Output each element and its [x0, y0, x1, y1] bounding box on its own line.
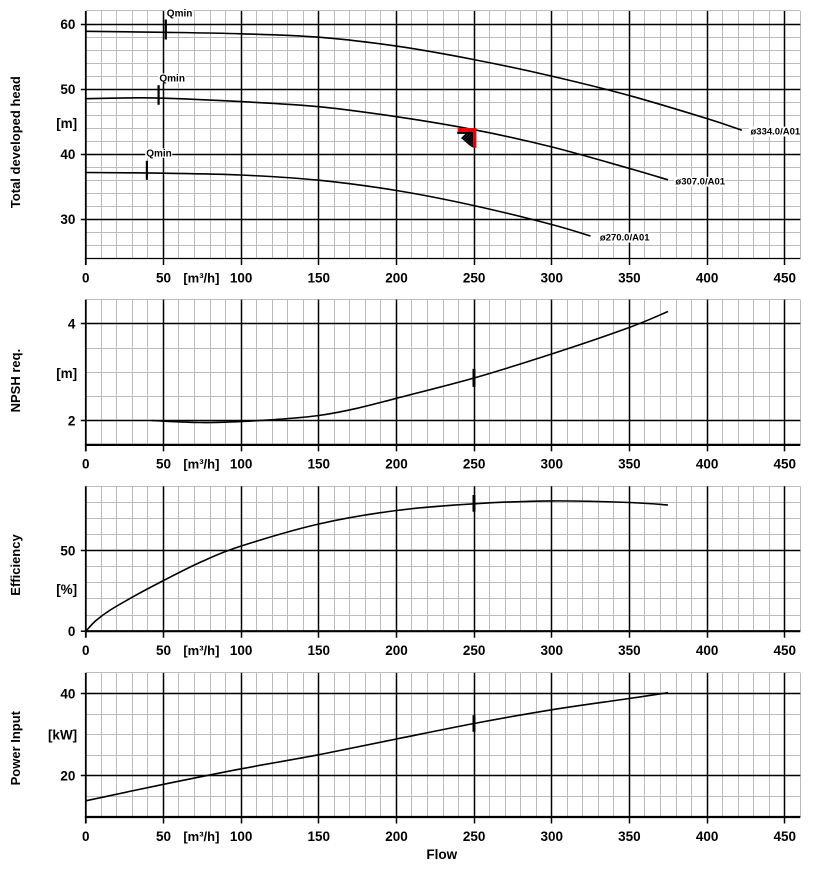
svg-text:[m³/h]: [m³/h] [183, 829, 219, 844]
svg-text:30: 30 [60, 212, 75, 227]
svg-text:350: 350 [618, 829, 641, 844]
svg-text:ø307.0/A01: ø307.0/A01 [675, 177, 725, 188]
svg-text:50: 50 [156, 457, 171, 472]
svg-text:60: 60 [60, 17, 75, 32]
svg-text:0: 0 [82, 457, 90, 472]
svg-text:300: 300 [541, 270, 564, 285]
svg-text:Flow: Flow [426, 847, 457, 862]
svg-text:150: 150 [308, 829, 331, 844]
svg-text:400: 400 [696, 643, 719, 658]
svg-text:[m³/h]: [m³/h] [183, 643, 219, 658]
svg-text:100: 100 [230, 829, 253, 844]
svg-text:0: 0 [82, 643, 90, 658]
svg-text:200: 200 [385, 457, 408, 472]
svg-text:350: 350 [618, 270, 641, 285]
svg-text:50: 50 [60, 544, 75, 559]
svg-text:300: 300 [541, 457, 564, 472]
svg-text:150: 150 [308, 270, 331, 285]
svg-text:Power Input: Power Input [8, 710, 23, 785]
svg-text:250: 250 [463, 457, 486, 472]
svg-text:450: 450 [774, 270, 797, 285]
svg-text:[m³/h]: [m³/h] [183, 457, 219, 472]
svg-text:ø334.0/A01: ø334.0/A01 [751, 127, 801, 138]
svg-text:Total developed head: Total developed head [8, 76, 23, 208]
svg-text:350: 350 [618, 457, 641, 472]
svg-text:150: 150 [308, 643, 331, 658]
svg-text:200: 200 [385, 643, 408, 658]
svg-text:[kW]: [kW] [48, 728, 77, 743]
svg-text:40: 40 [60, 686, 75, 701]
svg-text:400: 400 [696, 457, 719, 472]
svg-text:250: 250 [463, 643, 486, 658]
svg-text:50: 50 [60, 82, 75, 97]
svg-text:4: 4 [68, 317, 76, 332]
svg-text:Qmin: Qmin [146, 149, 172, 160]
svg-text:Qmin: Qmin [167, 9, 193, 20]
svg-text:100: 100 [230, 270, 253, 285]
svg-text:40: 40 [60, 147, 75, 162]
svg-text:2: 2 [68, 414, 76, 429]
svg-text:20: 20 [60, 769, 75, 784]
svg-text:50: 50 [156, 643, 171, 658]
svg-text:50: 50 [156, 829, 171, 844]
svg-text:250: 250 [463, 270, 486, 285]
svg-text:Qmin: Qmin [159, 74, 185, 85]
svg-text:0: 0 [82, 829, 90, 844]
svg-text:200: 200 [385, 270, 408, 285]
svg-text:ø270.0/A01: ø270.0/A01 [600, 233, 650, 244]
svg-text:400: 400 [696, 829, 719, 844]
svg-text:150: 150 [308, 457, 331, 472]
svg-text:100: 100 [230, 457, 253, 472]
svg-text:450: 450 [774, 457, 797, 472]
svg-text:100: 100 [230, 643, 253, 658]
svg-text:NPSH req.: NPSH req. [8, 349, 23, 413]
svg-text:[%]: [%] [56, 582, 77, 597]
svg-text:[m]: [m] [56, 116, 77, 131]
svg-text:[m³/h]: [m³/h] [183, 270, 219, 285]
svg-text:300: 300 [541, 829, 564, 844]
svg-text:0: 0 [68, 624, 76, 639]
svg-text:450: 450 [774, 829, 797, 844]
svg-text:Efficiency: Efficiency [8, 534, 23, 596]
svg-text:250: 250 [463, 829, 486, 844]
svg-text:400: 400 [696, 270, 719, 285]
svg-text:0: 0 [82, 270, 90, 285]
svg-text:450: 450 [774, 643, 797, 658]
svg-text:[m]: [m] [56, 366, 77, 381]
svg-text:50: 50 [156, 270, 171, 285]
svg-text:350: 350 [618, 643, 641, 658]
svg-text:200: 200 [385, 829, 408, 844]
svg-text:300: 300 [541, 643, 564, 658]
